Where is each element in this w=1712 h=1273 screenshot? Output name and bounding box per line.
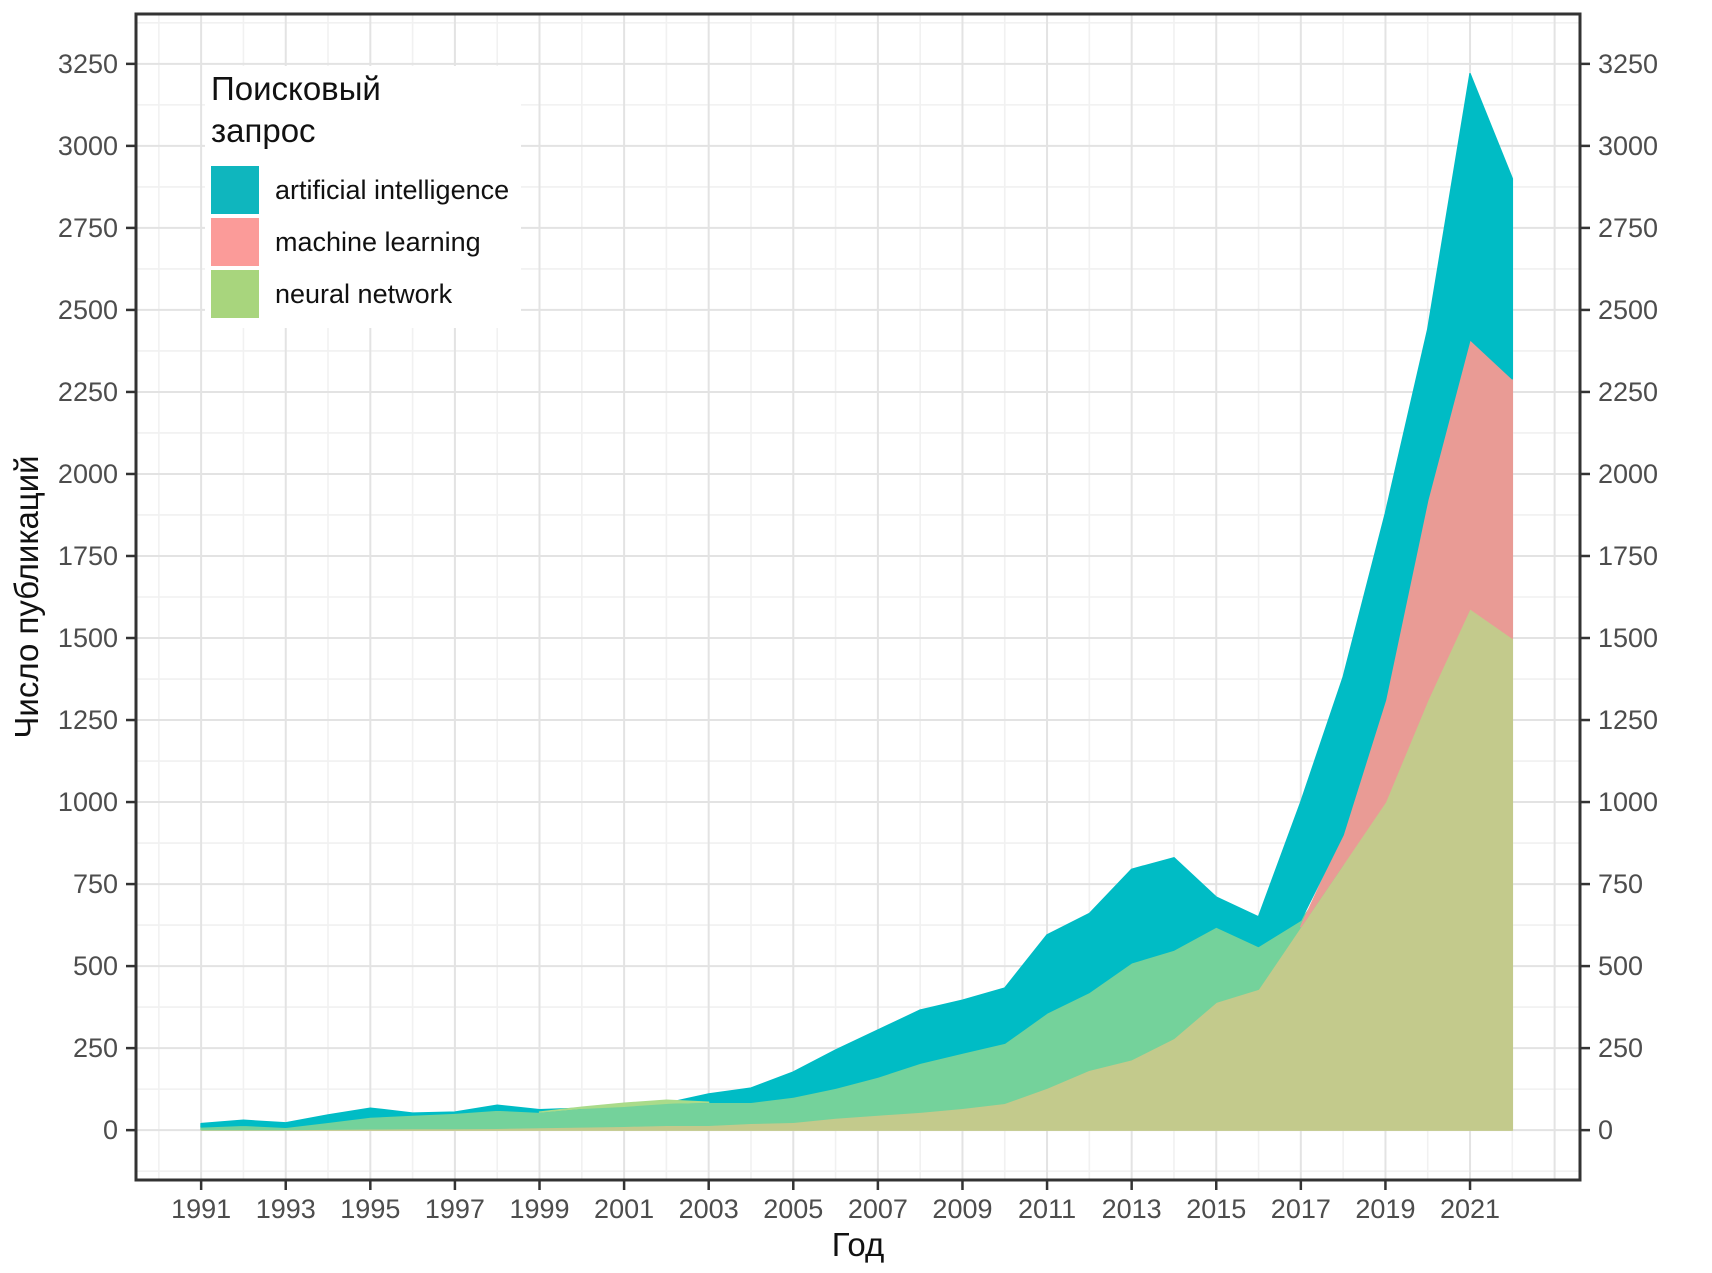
y-tick-label-right: 250 [1598,1033,1643,1063]
y-tick-label-left: 1500 [58,623,118,653]
y-tick-label-right: 0 [1598,1115,1613,1145]
y-tick-label-right: 1000 [1598,787,1658,817]
y-tick-label-right: 500 [1598,951,1643,981]
y-tick-label-right: 1500 [1598,623,1658,653]
x-tick-label: 2021 [1440,1194,1500,1224]
x-tick-label: 2011 [1018,1194,1076,1224]
x-tick-label: 1991 [171,1194,231,1224]
x-tick-label: 2007 [848,1194,908,1224]
y-tick-label-right: 1750 [1598,541,1658,571]
x-tick-label: 1999 [509,1194,569,1224]
x-tick-label: 2005 [763,1194,823,1224]
x-tick-label: 2015 [1186,1194,1246,1224]
y-tick-label-left: 3250 [58,49,118,79]
legend-swatch-neural-network [211,270,259,319]
y-tick-label-left: 1000 [58,787,118,817]
y-tick-label-left: 2750 [58,213,118,243]
y-tick-label-left: 3000 [58,131,118,161]
y-axis-title: Число публикаций [8,455,45,738]
y-tick-label-left: 2500 [58,295,118,325]
area-band-ai_only [665,72,1514,1104]
legend-label-artificial-intelligence: artificial intelligence [275,174,510,205]
legend-title: Поисковый запрос [211,70,381,150]
legend-label-machine-learning: machine learning [275,226,481,257]
y-tick-label-right: 3250 [1598,49,1658,79]
x-tick-label: 1993 [256,1194,316,1224]
y-tick-label-right: 2750 [1598,213,1658,243]
x-axis-title: Год [832,1226,885,1263]
y-tick-label-left: 0 [103,1115,118,1145]
x-tick-label: 1995 [340,1194,400,1224]
x-tick-label: 2001 [594,1194,654,1224]
y-tick-label-left: 1250 [58,705,118,735]
y-tick-label-right: 3000 [1598,131,1658,161]
y-tick-label-left: 500 [73,951,118,981]
legend-item-machine-learning: machine learning [211,218,511,267]
y-tick-label-right: 1250 [1598,705,1658,735]
x-tick-label: 2003 [679,1194,739,1224]
y-tick-label-left: 1750 [58,541,118,571]
x-tick-label: 2017 [1271,1194,1331,1224]
legend-item-neural-network: neural network [211,270,511,319]
x-tick-label: 1997 [425,1194,485,1224]
x-tick-label: 2013 [1102,1194,1162,1224]
legend-label-neural-network: neural network [275,278,453,309]
y-tick-label-right: 2250 [1598,377,1658,407]
x-tick-label: 2019 [1355,1194,1415,1224]
legend-swatch-artificial-intelligence [211,166,259,215]
y-tick-label-left: 2250 [58,377,118,407]
legend-swatch-machine-learning [211,218,259,267]
y-tick-label-right: 750 [1598,869,1643,899]
y-tick-label-left: 250 [73,1033,118,1063]
legend-item-artificial-intelligence: artificial intelligence [211,166,511,215]
area-band-nn_only [538,1099,710,1113]
panel-border [134,12,1582,1182]
y-tick-label-right: 2000 [1598,459,1658,489]
y-tick-label-right: 2500 [1598,295,1658,325]
legend: Поисковый запрос artificial intelligence… [205,66,521,329]
x-tick-label: 2009 [932,1194,992,1224]
y-tick-label-left: 750 [73,869,118,899]
y-tick-label-left: 2000 [58,459,118,489]
